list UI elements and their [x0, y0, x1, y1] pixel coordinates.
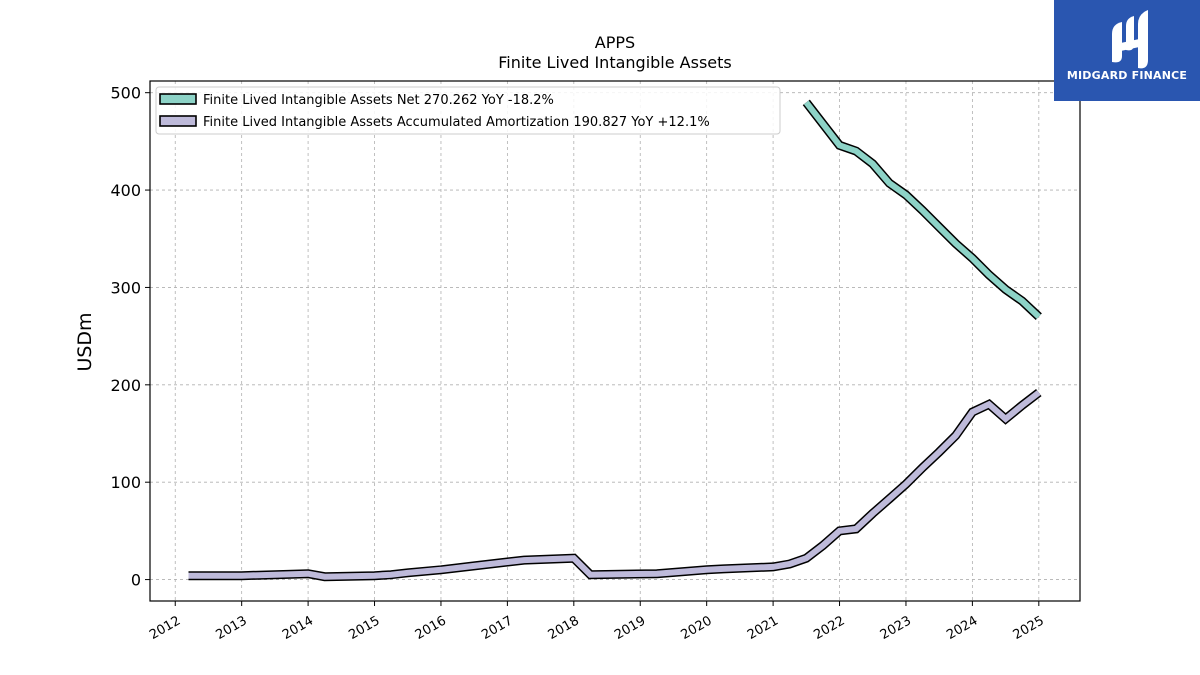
data-point	[839, 145, 840, 146]
data-point	[241, 575, 242, 576]
data-point	[856, 151, 857, 152]
chart-title: APPS	[595, 33, 635, 52]
brand-mark-icon	[1112, 10, 1148, 69]
x-tick-label: 2017	[479, 613, 515, 643]
legend-swatch-0	[159, 93, 197, 105]
data-point	[523, 560, 524, 561]
data-point	[1005, 289, 1006, 290]
brand-name: MIDGARD FINANCE	[1066, 69, 1188, 82]
x-axis-ticks: 2012 2013 2014 2015 2016 2017 2018 2019 2020 2021…	[147, 601, 1047, 643]
data-point	[1005, 418, 1006, 419]
plot-frame	[149, 80, 1081, 602]
data-point	[806, 558, 807, 559]
grid	[150, 81, 1080, 601]
data-point	[656, 573, 657, 574]
y-tick-label: 200	[110, 376, 141, 395]
legend-box	[155, 86, 781, 135]
plot-series	[188, 99, 1042, 582]
brand-logo: MIDGARD FINANCE	[1054, 0, 1200, 101]
data-point	[440, 569, 441, 570]
legend-swatch-1	[159, 115, 197, 127]
y-tick-label: 300	[110, 278, 141, 297]
data-point	[955, 435, 956, 436]
data-point	[872, 163, 873, 164]
data-point	[856, 528, 857, 529]
x-tick-label: 2013	[214, 613, 250, 643]
legend-label-0: Finite Lived Intangible Assets Net 270.2…	[203, 93, 554, 108]
chart-subtitle: Finite Lived Intangible Assets	[498, 53, 731, 72]
data-point	[939, 451, 940, 452]
data-point	[374, 575, 375, 576]
y-tick-label: 0	[131, 571, 141, 590]
data-point	[988, 404, 989, 405]
data-point	[188, 575, 189, 576]
data-point	[1022, 301, 1023, 302]
x-tick-label: 2021	[745, 613, 781, 643]
x-tick-label: 2016	[413, 613, 449, 643]
x-tick-label: 2015	[346, 613, 382, 643]
series-outline-1	[188, 389, 1042, 582]
data-point	[474, 565, 475, 566]
data-point	[955, 243, 956, 244]
data-point	[922, 210, 923, 211]
data-point	[889, 183, 890, 184]
y-axis-ticks: 0 100 200 300 400 500	[110, 84, 150, 590]
x-tick-label: 2014	[280, 613, 316, 643]
x-tick-label: 2025	[1011, 613, 1047, 643]
data-point	[822, 545, 823, 546]
data-point	[706, 569, 707, 570]
data-point	[773, 566, 774, 567]
x-tick-label: 2023	[878, 613, 914, 643]
data-point	[988, 274, 989, 275]
x-tick-label: 2018	[546, 613, 582, 643]
data-point	[905, 484, 906, 485]
y-axis-label: USDm	[74, 312, 96, 371]
x-tick-label: 2012	[147, 613, 183, 643]
data-point	[308, 573, 309, 574]
data-point	[1038, 316, 1039, 317]
data-point	[723, 568, 724, 569]
data-point	[391, 574, 392, 575]
legend-label-1: Finite Lived Intangible Assets Accumulat…	[203, 115, 710, 130]
legend: Finite Lived Intangible Assets Net 270.2…	[155, 86, 781, 135]
y-tick-label: 100	[110, 473, 141, 492]
data-point	[939, 227, 940, 228]
data-point	[789, 563, 790, 564]
data-point	[922, 467, 923, 468]
data-point	[806, 102, 807, 103]
data-point	[839, 530, 840, 531]
data-point	[905, 194, 906, 195]
series-line-1	[188, 390, 1041, 580]
data-point	[407, 572, 408, 573]
data-point	[872, 513, 873, 514]
data-point	[972, 258, 973, 259]
data-point	[1038, 392, 1039, 393]
data-point	[324, 576, 325, 577]
x-tick-label: 2022	[811, 613, 847, 643]
data-point	[1022, 405, 1023, 406]
data-point	[590, 574, 591, 575]
series-line-0	[803, 100, 1041, 319]
x-tick-label: 2024	[944, 613, 980, 643]
data-point	[573, 558, 574, 559]
data-point	[889, 498, 890, 499]
data-point	[972, 412, 973, 413]
x-tick-label: 2020	[679, 613, 715, 643]
data-point	[507, 561, 508, 562]
x-tick-label: 2019	[612, 613, 648, 643]
y-tick-label: 500	[110, 84, 141, 103]
y-tick-label: 400	[110, 181, 141, 200]
